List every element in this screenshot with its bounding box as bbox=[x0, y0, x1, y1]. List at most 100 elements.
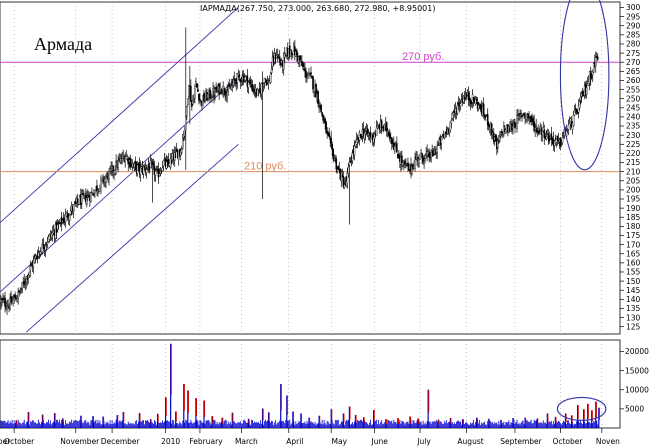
candle-body bbox=[375, 127, 378, 136]
candle-body bbox=[535, 125, 537, 127]
candle-body bbox=[226, 91, 228, 98]
x-tick-label: September bbox=[500, 437, 542, 446]
candle-body bbox=[142, 166, 145, 175]
candle-body bbox=[520, 112, 522, 115]
candle-body bbox=[148, 165, 151, 171]
volume-tick-label: 5000 bbox=[625, 405, 644, 414]
candle-body bbox=[199, 98, 201, 100]
x-tick-label: April bbox=[286, 437, 303, 446]
candle-body bbox=[289, 45, 291, 55]
candle-body bbox=[500, 132, 502, 135]
x-tick-label: October bbox=[4, 437, 35, 446]
candle-body bbox=[173, 152, 176, 161]
candle-body bbox=[227, 86, 230, 90]
candle-body bbox=[318, 106, 320, 108]
candle-body bbox=[17, 291, 19, 299]
candle-body bbox=[193, 99, 195, 102]
x-tick-label: March bbox=[235, 437, 258, 446]
candle-body bbox=[16, 298, 18, 302]
candle-body bbox=[211, 97, 213, 101]
candle-body bbox=[33, 257, 36, 263]
candle-body bbox=[595, 56, 598, 58]
candle-body bbox=[443, 134, 446, 139]
candle-body bbox=[162, 160, 165, 167]
candle-body bbox=[251, 84, 254, 92]
price-tick-label: 125 bbox=[626, 322, 641, 331]
candle-body bbox=[12, 299, 14, 304]
price-candles bbox=[0, 27, 599, 315]
candle-body bbox=[336, 168, 339, 172]
price-panel-frame bbox=[0, 1, 621, 335]
x-tick-label: December bbox=[101, 437, 141, 446]
candle-body bbox=[261, 82, 264, 84]
candle-body bbox=[109, 168, 111, 172]
candle-body bbox=[448, 129, 451, 133]
candle-body bbox=[197, 88, 199, 92]
x-tick-label: Noven bbox=[596, 437, 620, 446]
candle-body bbox=[154, 171, 157, 176]
candle-body bbox=[175, 149, 178, 153]
candle-body bbox=[578, 101, 581, 108]
price-tick-label: 155 bbox=[626, 268, 641, 277]
candle-body bbox=[147, 164, 150, 168]
candle-body bbox=[26, 277, 29, 280]
x-tick-label: June bbox=[371, 437, 389, 446]
candle-body bbox=[331, 143, 334, 150]
candle-body bbox=[143, 166, 146, 168]
candle-body bbox=[468, 97, 471, 101]
candle-body bbox=[555, 137, 558, 143]
candle-body bbox=[482, 103, 485, 115]
x-tick-label: August bbox=[457, 437, 483, 446]
candle-body bbox=[24, 282, 27, 285]
candle-body bbox=[204, 98, 206, 101]
candle-body bbox=[383, 123, 386, 131]
channel-line bbox=[25, 143, 239, 333]
candle-body bbox=[224, 90, 226, 95]
candle-body bbox=[385, 122, 388, 132]
candle-body bbox=[559, 138, 562, 147]
candle-body bbox=[7, 305, 9, 308]
candle-body bbox=[580, 93, 583, 97]
x-tick-label: February bbox=[189, 437, 223, 446]
price-tick-label: 195 bbox=[626, 195, 641, 204]
candle-body bbox=[186, 106, 188, 117]
price-tick-label: 175 bbox=[626, 231, 641, 240]
candle-body bbox=[467, 92, 470, 101]
candle-body bbox=[23, 281, 26, 285]
candle-body bbox=[380, 120, 383, 129]
candle-body bbox=[470, 102, 473, 105]
candle-body bbox=[514, 122, 516, 128]
candle-body bbox=[462, 96, 465, 103]
candle-body bbox=[585, 87, 588, 95]
candle-body bbox=[32, 260, 35, 268]
candle-body bbox=[396, 143, 398, 153]
candle-body bbox=[64, 214, 67, 222]
chart-title: Армада bbox=[34, 34, 92, 54]
candle-body bbox=[159, 171, 162, 174]
candle-body bbox=[87, 194, 89, 196]
candle-body bbox=[401, 155, 403, 164]
candle-body bbox=[167, 159, 170, 165]
candle-body bbox=[117, 160, 119, 168]
volume-tick-label: 20000 bbox=[625, 347, 649, 356]
candle-body bbox=[94, 189, 96, 194]
candle-body bbox=[76, 198, 79, 203]
candle-body bbox=[93, 195, 95, 197]
candle-body bbox=[238, 73, 241, 78]
candle-body bbox=[459, 103, 462, 107]
candle-body bbox=[236, 73, 239, 84]
candle-body bbox=[308, 72, 310, 74]
axes: 1251301351401451501551601651701751801851… bbox=[0, 3, 649, 446]
candle-body bbox=[376, 126, 379, 129]
candle-body bbox=[533, 121, 535, 132]
chart-header: IAРМАДА(267.750, 273.000, 263.680, 272.9… bbox=[200, 4, 435, 13]
candle-body bbox=[228, 84, 231, 88]
candle-body bbox=[50, 233, 53, 238]
candle-body bbox=[296, 50, 298, 56]
candle-body bbox=[129, 158, 132, 167]
price-tick-label: 165 bbox=[626, 249, 641, 258]
candle-body bbox=[450, 120, 453, 124]
price-tick-label: 270 bbox=[626, 58, 641, 67]
level-label: 210 руб. bbox=[244, 161, 286, 173]
candle-body bbox=[351, 152, 354, 162]
